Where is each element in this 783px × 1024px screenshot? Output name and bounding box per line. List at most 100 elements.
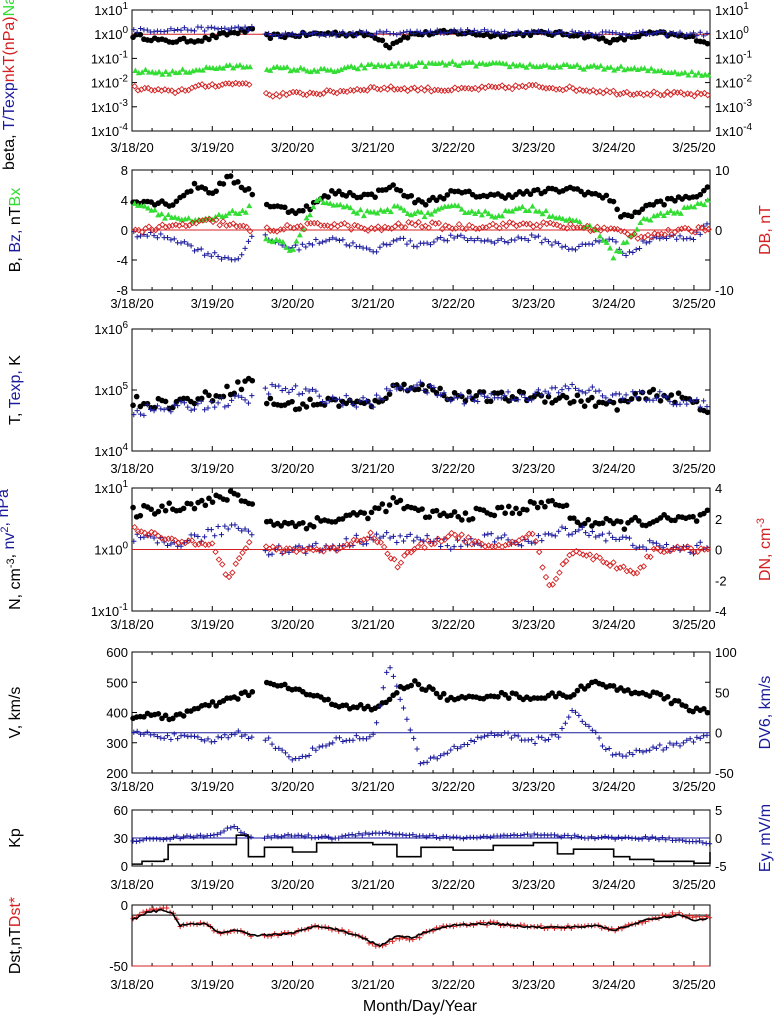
data-point (220, 65, 227, 71)
data-point (357, 702, 364, 708)
data-point (269, 32, 275, 39)
data-point (198, 81, 206, 88)
data-point (405, 61, 412, 67)
data-point (297, 222, 304, 230)
data-point (412, 678, 418, 684)
data-point (404, 716, 410, 722)
series-N (130, 488, 711, 532)
data-point (518, 392, 525, 398)
data-point (509, 220, 517, 227)
data-point (266, 552, 272, 558)
data-point (663, 33, 670, 39)
data-point (300, 207, 306, 214)
data-point (428, 541, 435, 548)
right-tick-label: 0 (715, 831, 722, 846)
data-point (262, 385, 268, 391)
data-point (137, 411, 144, 417)
data-point (242, 397, 248, 403)
data-point (350, 208, 357, 215)
data-point (539, 564, 546, 571)
data-point (212, 83, 219, 90)
data-point (351, 64, 358, 70)
data-point (589, 87, 597, 94)
data-point (194, 833, 200, 839)
data-point (243, 223, 250, 231)
data-point (687, 545, 695, 552)
data-point (134, 29, 140, 35)
x-tick-label: 3/22/20 (431, 617, 474, 632)
data-point (201, 834, 207, 840)
data-point (674, 740, 680, 746)
data-point (357, 206, 364, 213)
data-point (386, 44, 393, 51)
data-point (213, 703, 219, 709)
data-point (663, 394, 670, 400)
x-tick-label: 3/21/20 (351, 461, 394, 476)
data-point (269, 543, 277, 551)
x-tick-label: 3/23/20 (512, 977, 555, 992)
data-point (458, 206, 465, 212)
data-point (506, 63, 513, 70)
data-point (512, 30, 518, 36)
data-point (178, 538, 186, 545)
data-point (603, 538, 609, 544)
data-point (315, 834, 322, 840)
data-point (647, 31, 653, 37)
x-tick-label: 3/25/20 (672, 140, 715, 155)
data-point (457, 835, 463, 841)
data-point (178, 85, 186, 93)
right-tick-label: 1x10-2 (715, 74, 753, 91)
data-point (505, 83, 513, 91)
data-point (213, 216, 220, 224)
data-point (650, 540, 656, 546)
data-point (279, 238, 286, 245)
panel-frame (131, 651, 711, 774)
data-point (550, 64, 557, 70)
data-point (441, 390, 447, 396)
x-tick-label: 3/23/20 (512, 877, 555, 892)
data-point (350, 30, 356, 36)
data-point (437, 694, 443, 701)
data-point (623, 88, 631, 96)
data-point (454, 233, 461, 239)
data-point (276, 745, 282, 751)
series-beta (130, 25, 711, 51)
data-point (313, 545, 320, 553)
data-point (384, 550, 391, 557)
y-tick-label: 1x105 (94, 381, 128, 398)
data-point (350, 240, 356, 246)
data-point (418, 209, 425, 215)
data-point (374, 210, 381, 216)
data-point (390, 238, 397, 244)
data-point (454, 29, 461, 35)
right-axis-label: DN, cm-3 (755, 518, 774, 581)
data-point (398, 63, 405, 69)
data-point (161, 86, 169, 93)
data-point (468, 85, 476, 93)
data-point (566, 532, 572, 538)
data-point (407, 531, 413, 537)
data-point (365, 703, 371, 710)
y-tick-label: 1x10-3 (91, 98, 129, 115)
data-point (218, 735, 225, 741)
y-tick-label: 500 (106, 675, 128, 690)
data-point (603, 192, 610, 199)
data-point (687, 235, 693, 241)
data-point (485, 732, 491, 738)
data-point (169, 222, 176, 229)
data-point (677, 743, 683, 749)
data-point (314, 515, 321, 521)
data-point (151, 207, 158, 213)
data-point (336, 735, 343, 741)
data-point (151, 408, 157, 414)
data-point (600, 89, 607, 97)
data-point (377, 206, 384, 213)
data-point (613, 30, 619, 36)
data-point (180, 35, 187, 42)
data-point (475, 398, 481, 405)
x-tick-label: 3/21/20 (351, 296, 394, 311)
data-point (357, 243, 363, 249)
data-point (303, 404, 310, 410)
data-point (175, 539, 182, 547)
data-point (249, 23, 255, 30)
